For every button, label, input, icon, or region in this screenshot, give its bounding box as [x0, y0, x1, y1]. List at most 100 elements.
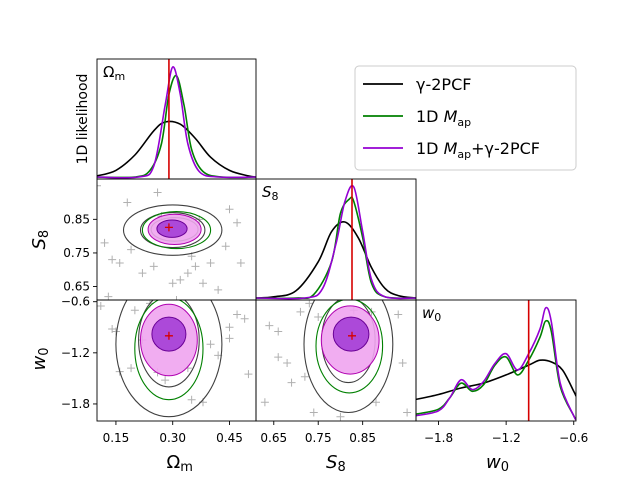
- contour-95-gamma-2pcf: [122, 204, 223, 256]
- sample-marker: [127, 364, 136, 373]
- sample-marker: [221, 242, 230, 251]
- likelihood-curve-gamma-2pcf: [256, 221, 416, 299]
- sample-marker: [287, 378, 296, 387]
- sample-marker: [187, 395, 196, 404]
- x-tick-label-w0: −0.6: [559, 431, 588, 445]
- sample-marker: [233, 310, 242, 319]
- sample-marker: [115, 259, 124, 268]
- sample-marker: [127, 245, 136, 254]
- truth-marker: [348, 331, 356, 340]
- diag-label-s8: S8: [262, 183, 279, 203]
- x-axis-label-omega_m: Ωm: [167, 452, 193, 475]
- y-axis-label-w0: w0: [29, 347, 52, 370]
- sample-marker: [336, 412, 345, 421]
- diag-y-label: 1D likelihood: [75, 74, 91, 165]
- sample-marker: [300, 372, 309, 381]
- x-axis-label-w0: w0: [486, 452, 509, 475]
- x-tick-label-s8: 0.85: [349, 431, 376, 445]
- y-tick-label-w0: −1.8: [61, 397, 90, 411]
- diag-panel-w0: [416, 300, 576, 421]
- x-tick-label-w0: −1.8: [424, 431, 453, 445]
- y-tick-label-s8: 0.75: [63, 246, 90, 260]
- sample-marker: [244, 370, 253, 379]
- sample-marker: [206, 259, 215, 268]
- contour-95-1d-map: [315, 300, 384, 394]
- diag-panel-s8: [256, 179, 416, 300]
- legend-label: γ-2PCF: [416, 75, 471, 94]
- sample-marker: [153, 188, 162, 197]
- y-tick-label-s8: 0.65: [63, 280, 90, 294]
- sample-marker: [233, 218, 242, 227]
- sample-marker: [225, 323, 234, 332]
- likelihood-curve-1d-map: [416, 319, 576, 421]
- x-tick-label-s8: 0.65: [260, 431, 287, 445]
- sample-marker: [225, 205, 234, 214]
- diag-label-w0: w0: [422, 304, 441, 324]
- likelihood-curve-1d-map-gamma-2pcf: [256, 184, 416, 300]
- contour-68-gamma-2pcf: [138, 300, 200, 388]
- sample-marker: [97, 301, 105, 310]
- sample-marker: [283, 359, 292, 368]
- contour-95-1d-map: [141, 211, 212, 250]
- sample-marker: [236, 259, 245, 268]
- contour-95-gamma-2pcf: [303, 300, 394, 414]
- x-tick-label-omega_m: 0.45: [216, 431, 243, 445]
- sample-marker: [172, 296, 181, 300]
- sample-marker: [314, 313, 323, 322]
- panel-w0_s8: [260, 300, 412, 421]
- sample-marker: [240, 314, 249, 323]
- sample-marker: [394, 310, 403, 319]
- legend-box: [354, 65, 577, 171]
- legend-label: 1D Map: [416, 107, 471, 129]
- x-tick-label-w0: −1.2: [492, 431, 521, 445]
- sample-marker: [149, 262, 158, 271]
- truth-marker: [164, 223, 173, 232]
- sample-marker: [398, 359, 407, 368]
- sample-marker: [191, 262, 200, 271]
- x-tick-label-omega_m: 0.15: [103, 431, 130, 445]
- x-tick-label-omega_m: 0.30: [159, 431, 186, 445]
- contour-95-1d-map: [134, 300, 204, 401]
- diag-label-omega_m: Ωm: [103, 63, 125, 83]
- panel-frame-w0_s8: [255, 299, 417, 422]
- likelihood-curve-1d-map-gamma-2pcf: [97, 66, 256, 179]
- sample-marker: [206, 340, 215, 349]
- panel-w0_omega: [97, 300, 253, 418]
- sample-marker: [274, 353, 283, 362]
- y-tick-label-w0: −0.6: [61, 295, 90, 309]
- sample-marker: [108, 255, 117, 264]
- sample-marker: [274, 327, 283, 336]
- sample-marker: [199, 279, 207, 288]
- sample-marker: [225, 334, 234, 343]
- y-tick-label-w0: −1.2: [61, 346, 90, 360]
- sample-marker: [104, 292, 113, 300]
- contour-95-gamma-2pcf: [115, 300, 223, 418]
- likelihood-curve-1d-map-gamma-2pcf: [416, 306, 576, 421]
- sample-marker: [296, 307, 305, 316]
- sample-marker: [176, 275, 185, 284]
- sample-marker: [260, 398, 269, 407]
- sample-marker: [305, 300, 314, 308]
- sample-marker: [100, 238, 109, 247]
- diag-panel-omega_m: [97, 59, 256, 179]
- likelihood-curve-1d-map: [97, 74, 256, 179]
- contour-68-1d-map-gamma-2pcf: [332, 316, 370, 352]
- y-axis-label-s8: S8: [29, 230, 52, 250]
- sample-marker: [183, 269, 192, 278]
- sample-marker: [161, 376, 170, 385]
- sample-marker: [214, 285, 223, 294]
- legend: γ-2PCF 1D Map 1D Map+γ-2PCF: [354, 65, 577, 171]
- sample-marker: [168, 279, 177, 288]
- sample-marker: [372, 398, 380, 407]
- sample-marker: [138, 269, 147, 278]
- contour-68-1d-map-gamma-2pcf: [156, 219, 188, 238]
- sample-marker: [97, 181, 101, 190]
- contour-68-gamma-2pcf: [139, 212, 206, 249]
- likelihood-curve-gamma-2pcf: [97, 120, 256, 178]
- sample-marker: [123, 198, 132, 207]
- sample-marker: [309, 408, 318, 417]
- likelihood-curve-gamma-2pcf: [416, 359, 576, 401]
- sample-marker: [403, 408, 412, 417]
- sample-marker: [265, 321, 274, 330]
